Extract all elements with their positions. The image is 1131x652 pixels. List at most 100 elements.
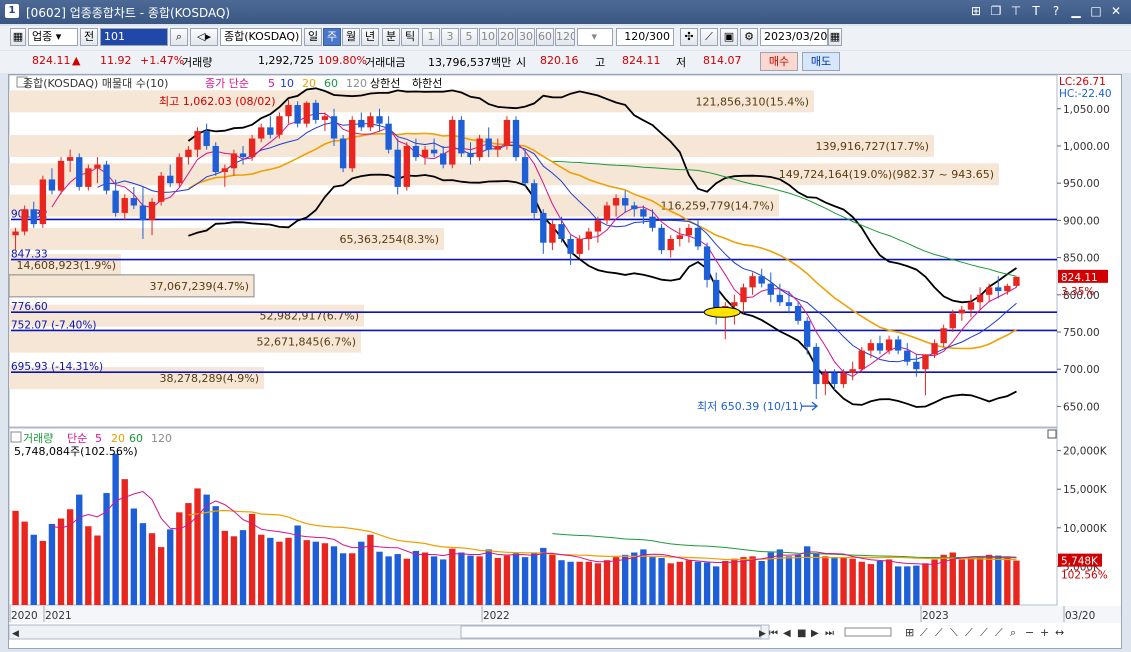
candle[interactable] bbox=[467, 142, 474, 165]
candle[interactable] bbox=[549, 220, 556, 251]
volume-bar[interactable] bbox=[512, 553, 520, 605]
volume-bar[interactable] bbox=[94, 535, 101, 605]
volume-bar[interactable] bbox=[294, 525, 301, 605]
candle[interactable] bbox=[603, 201, 611, 225]
volume-bar[interactable] bbox=[576, 561, 583, 605]
volume-bar[interactable] bbox=[658, 557, 665, 605]
volume-bar[interactable] bbox=[567, 561, 574, 605]
candle[interactable] bbox=[212, 142, 219, 176]
volume-bar[interactable] bbox=[203, 494, 210, 605]
volume-bar[interactable] bbox=[722, 560, 729, 605]
candle[interactable] bbox=[904, 343, 911, 366]
volume-bar[interactable] bbox=[248, 513, 256, 605]
volume-bar[interactable] bbox=[876, 560, 884, 605]
candle[interactable] bbox=[57, 157, 65, 195]
candle[interactable] bbox=[449, 116, 456, 169]
search-icon[interactable]: ⌕ bbox=[170, 28, 188, 46]
candle[interactable] bbox=[139, 186, 147, 239]
candle[interactable] bbox=[94, 157, 101, 184]
candle[interactable] bbox=[12, 227, 19, 251]
volume-bar[interactable] bbox=[494, 557, 501, 605]
volume-bar[interactable] bbox=[849, 558, 856, 605]
candle[interactable] bbox=[758, 268, 765, 288]
volume-bar[interactable] bbox=[349, 553, 356, 605]
volume-bar[interactable] bbox=[858, 561, 865, 605]
candle[interactable] bbox=[21, 205, 28, 236]
volume-bar[interactable] bbox=[949, 552, 956, 605]
sell-button[interactable]: 매도 bbox=[802, 52, 840, 71]
volume-bar[interactable] bbox=[339, 553, 347, 605]
volume-bar[interactable] bbox=[330, 546, 338, 605]
candle[interactable] bbox=[831, 369, 838, 391]
volume-bar[interactable] bbox=[157, 547, 165, 605]
volume-bar[interactable] bbox=[258, 534, 265, 605]
volume-bar[interactable] bbox=[30, 534, 37, 605]
volume-bar[interactable] bbox=[867, 564, 875, 605]
candle[interactable] bbox=[85, 164, 92, 191]
volume-legend-checkbox[interactable] bbox=[10, 431, 22, 443]
candle[interactable] bbox=[376, 108, 383, 132]
candle[interactable] bbox=[339, 134, 347, 173]
volume-bar[interactable] bbox=[76, 494, 83, 605]
volume-bar[interactable] bbox=[521, 557, 529, 605]
volume-bar[interactable] bbox=[440, 559, 447, 605]
volume-bar[interactable] bbox=[594, 563, 602, 605]
candle[interactable] bbox=[840, 369, 847, 388]
candle[interactable] bbox=[394, 138, 401, 195]
candle[interactable] bbox=[976, 287, 984, 310]
volume-bar[interactable] bbox=[967, 557, 975, 605]
volume-bar[interactable] bbox=[476, 556, 483, 605]
candle[interactable] bbox=[367, 112, 374, 132]
candle[interactable] bbox=[1004, 283, 1011, 295]
interval-1-button[interactable]: 1 bbox=[422, 28, 440, 46]
volume-bar[interactable] bbox=[558, 560, 565, 605]
volume-bar[interactable] bbox=[130, 508, 138, 605]
candle[interactable] bbox=[358, 112, 365, 132]
candle[interactable] bbox=[922, 354, 929, 396]
candle[interactable] bbox=[794, 302, 802, 325]
chart-type-icon[interactable]: ▦ bbox=[10, 28, 26, 46]
volume-bar[interactable] bbox=[913, 565, 920, 605]
volume-bar[interactable] bbox=[212, 506, 219, 605]
volume-bar[interactable] bbox=[376, 551, 383, 605]
volume-bar[interactable] bbox=[221, 530, 229, 605]
candle[interactable] bbox=[385, 116, 392, 154]
volume-bar[interactable] bbox=[12, 510, 19, 605]
volume-bar[interactable] bbox=[312, 541, 320, 605]
volume-bar[interactable] bbox=[803, 546, 811, 605]
candle[interactable] bbox=[622, 190, 629, 213]
candle[interactable] bbox=[640, 205, 647, 225]
volume-bar[interactable] bbox=[385, 556, 392, 605]
candle[interactable] bbox=[867, 339, 875, 359]
volume-bar[interactable] bbox=[285, 537, 292, 605]
volume-bar[interactable] bbox=[985, 554, 993, 605]
candle[interactable] bbox=[167, 164, 174, 187]
period-day-button[interactable]: 일 bbox=[304, 28, 322, 46]
code-input[interactable]: 101 bbox=[100, 28, 168, 46]
volume-bar[interactable] bbox=[831, 557, 838, 605]
period-tick-button[interactable]: 틱 bbox=[401, 28, 419, 46]
volume-bar[interactable] bbox=[540, 547, 547, 605]
volume-panel-max-icon[interactable] bbox=[1047, 429, 1057, 439]
candle[interactable] bbox=[858, 346, 865, 373]
candle[interactable] bbox=[148, 198, 156, 236]
candle[interactable] bbox=[176, 153, 183, 187]
volume-bar[interactable] bbox=[676, 561, 683, 605]
candle[interactable] bbox=[440, 145, 447, 169]
candle[interactable] bbox=[476, 134, 483, 161]
volume-bar[interactable] bbox=[267, 537, 274, 605]
volume-bar[interactable] bbox=[467, 555, 474, 605]
volume-bar[interactable] bbox=[531, 553, 538, 605]
candle[interactable] bbox=[294, 101, 301, 128]
candle[interactable] bbox=[913, 354, 920, 377]
volume-bar[interactable] bbox=[813, 553, 820, 605]
candle[interactable] bbox=[421, 145, 429, 165]
candle[interactable] bbox=[321, 112, 329, 132]
volume-bar[interactable] bbox=[194, 488, 201, 605]
volume-bar[interactable] bbox=[458, 552, 465, 605]
minimize-icon[interactable]: ▁ bbox=[1071, 4, 1081, 18]
interval-20-button[interactable]: 20 bbox=[498, 28, 516, 46]
candle[interactable] bbox=[585, 227, 592, 251]
volume-bar[interactable] bbox=[885, 559, 893, 605]
